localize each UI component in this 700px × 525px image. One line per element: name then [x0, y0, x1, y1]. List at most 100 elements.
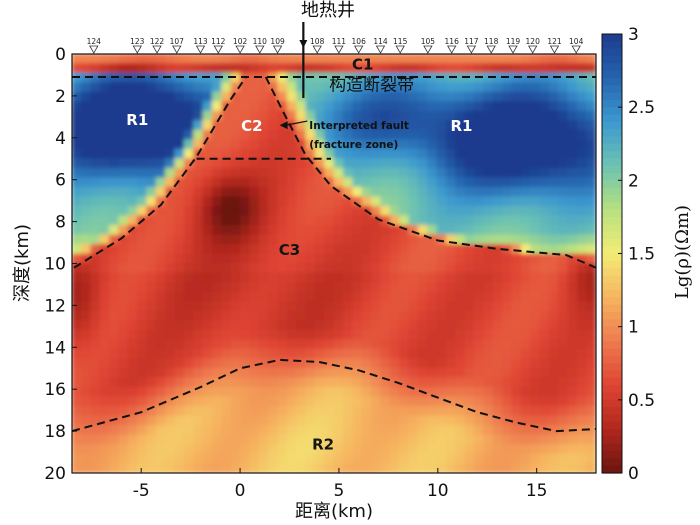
heatmap-cell: [576, 205, 588, 217]
colorbar-segment: [602, 275, 622, 284]
heatmap-cell: [455, 167, 466, 179]
heatmap-cell: [436, 453, 447, 464]
heatmap-cell: [492, 272, 503, 283]
svg-text:116: 116: [445, 37, 460, 46]
heatmap-cell: [118, 405, 129, 417]
heatmap-cell: [221, 396, 232, 407]
heatmap-cell: [567, 139, 578, 150]
heatmap-cell: [99, 63, 110, 74]
heatmap-cell: [567, 91, 578, 103]
heatmap-cell: [296, 415, 307, 426]
colorbar-segment: [602, 231, 622, 240]
heatmap-cell: [530, 91, 541, 103]
heatmap-cell: [314, 434, 326, 445]
heatmap-cell: [436, 158, 447, 169]
heatmap-cell: [118, 91, 129, 103]
heatmap-cell: [417, 129, 428, 141]
station-marker: 118: [484, 37, 499, 54]
heatmap-cell: [183, 434, 195, 445]
heatmap-cell: [417, 424, 428, 436]
heatmap-cell: [286, 101, 297, 112]
heatmap-cell: [137, 139, 148, 150]
heatmap-cell: [202, 244, 213, 255]
heatmap-cell: [586, 367, 596, 379]
heatmap-cell: [361, 54, 372, 64]
heatmap-cell: [558, 148, 569, 160]
heatmap-cell: [473, 234, 485, 245]
heatmap-cell: [118, 101, 129, 112]
heatmap-cell: [361, 415, 372, 426]
heatmap-cell: [502, 339, 513, 350]
heatmap-cell: [211, 320, 223, 331]
heatmap-cell: [249, 186, 260, 198]
heatmap-cell: [371, 177, 382, 188]
heatmap-cell: [305, 82, 316, 93]
heatmap-cell: [90, 158, 101, 169]
heatmap-cell: [333, 263, 344, 274]
heatmap-cell: [352, 310, 363, 322]
heatmap-cell: [361, 463, 372, 473]
heatmap-cell: [72, 301, 82, 312]
heatmap-cell: [389, 434, 400, 445]
heatmap-cell: [464, 329, 475, 341]
heatmap-cell: [455, 358, 466, 369]
colorbar-segment: [602, 158, 622, 167]
heatmap-cell: [389, 63, 400, 74]
heatmap-cell: [211, 377, 223, 388]
svg-text:121: 121: [547, 37, 562, 46]
heatmap-cell: [109, 405, 120, 417]
heatmap-cell: [268, 263, 279, 274]
heatmap-cell: [380, 348, 391, 360]
heatmap-cell: [520, 377, 531, 388]
heatmap-cell: [202, 82, 213, 93]
heatmap-cell: [99, 339, 110, 350]
heatmap-cell: [586, 101, 596, 112]
heatmap-cell: [473, 263, 485, 274]
heatmap-cell: [539, 158, 550, 169]
heatmap-cell: [576, 186, 588, 198]
heatmap-cell: [445, 263, 457, 274]
colorbar-segment: [602, 187, 622, 196]
heatmap-cell: [99, 225, 110, 236]
heatmap-cell: [305, 177, 316, 188]
heatmap-cell: [427, 415, 438, 426]
heatmap-cell: [165, 386, 176, 398]
heatmap-cell: [127, 91, 138, 103]
heatmap-cell: [436, 234, 447, 245]
heatmap-cell: [249, 434, 260, 445]
heatmap-cell: [464, 244, 475, 255]
heatmap-cell: [258, 205, 269, 217]
heatmap-cell: [520, 244, 531, 255]
heatmap-cell: [427, 167, 438, 179]
heatmap-cell: [520, 139, 531, 150]
heatmap-cell: [183, 282, 195, 293]
heatmap-cell: [324, 234, 335, 245]
heatmap-cell: [558, 186, 569, 198]
heatmap-cell: [342, 82, 354, 93]
heatmap-cell: [314, 339, 326, 350]
heatmap-cell: [193, 215, 204, 226]
heatmap-cell: [277, 177, 288, 188]
heatmap-cell: [296, 101, 307, 112]
heatmap-cell: [427, 405, 438, 417]
heatmap-cell: [118, 329, 129, 341]
heatmap-cell: [380, 91, 391, 103]
heatmap-cell: [324, 63, 335, 74]
heatmap-cell: [567, 310, 578, 322]
heatmap-cell: [473, 82, 485, 93]
heatmap-cell: [314, 348, 326, 360]
heatmap-cell: [174, 405, 185, 417]
heatmap-cell: [137, 148, 148, 160]
heatmap-cell: [333, 348, 344, 360]
heatmap-cell: [427, 253, 438, 264]
heatmap-cell: [492, 396, 503, 407]
heatmap-cell: [333, 129, 344, 141]
heatmap-cell: [211, 101, 223, 112]
heatmap-cell: [202, 272, 213, 283]
heatmap-cell: [352, 453, 363, 464]
heatmap-cell: [520, 310, 531, 322]
heatmap-cell: [268, 101, 279, 112]
heatmap-cell: [408, 158, 419, 169]
heatmap-cell: [333, 367, 344, 379]
heatmap-cell: [417, 358, 428, 369]
